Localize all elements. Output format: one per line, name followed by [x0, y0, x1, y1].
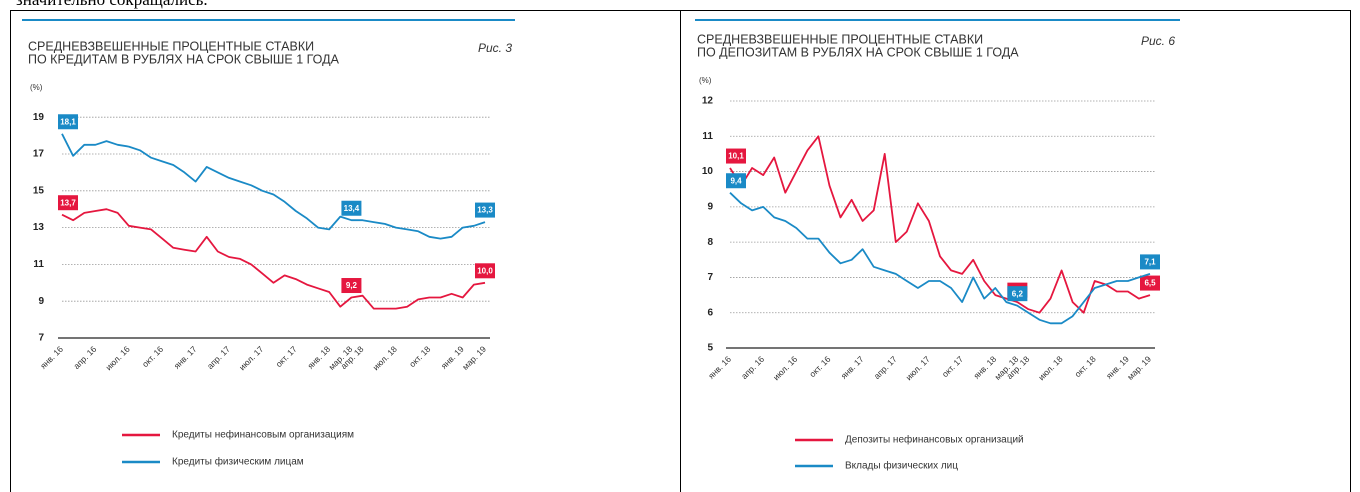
value-label: 7,1 — [1144, 258, 1156, 267]
y-tick-label: 7 — [707, 272, 713, 283]
value-label: 10,0 — [477, 266, 493, 275]
value-label-box — [475, 263, 495, 279]
value-label-box — [475, 202, 495, 218]
value-label: 9,4 — [730, 176, 742, 185]
value-label-box — [341, 200, 362, 216]
x-tick-label: окт. 18 — [407, 344, 432, 369]
value-label: 13,4 — [344, 204, 360, 213]
y-tick-label: 6 — [707, 307, 713, 318]
value-label: 18,1 — [60, 117, 76, 126]
legend-label: Вклады физических лиц — [845, 460, 958, 472]
x-tick-label: июл. 18 — [371, 344, 400, 373]
x-tick-label: янв. 16 — [38, 344, 65, 371]
x-tick-label: апр. 17 — [872, 354, 899, 381]
chart-title: СРЕДНЕВЗВЕШЕННЫЕ ПРОЦЕНТНЫЕ СТАВКИ — [697, 32, 983, 46]
value-label-box — [1007, 286, 1028, 302]
x-tick-label: апр. 16 — [739, 354, 766, 381]
x-tick-label: июл. 16 — [771, 354, 800, 383]
y-tick-label: 15 — [33, 185, 45, 196]
legend-label: Депозиты нефинансовых организаций — [845, 434, 1024, 446]
y-unit-label: (%) — [699, 76, 712, 85]
x-tick-label: июл. 16 — [103, 344, 132, 373]
y-tick-label: 17 — [33, 149, 45, 160]
series-line — [61, 208, 486, 310]
y-tick-label: 9 — [38, 296, 44, 307]
value-label-box — [726, 173, 746, 189]
x-tick-label: мар. 19 — [1125, 354, 1153, 382]
x-tick-label: окт. 16 — [807, 354, 832, 379]
legend-label: Кредиты нефинансовым организациям — [172, 429, 354, 441]
y-tick-label: 10 — [702, 166, 714, 177]
y-tick-label: 12 — [702, 96, 714, 107]
series-line — [729, 135, 1151, 314]
chart-title: СРЕДНЕВЗВЕШЕННЫЕ ПРОЦЕНТНЫЕ СТАВКИ — [28, 39, 314, 53]
y-tick-label: 8 — [707, 237, 713, 248]
x-tick-label: окт. 16 — [140, 344, 165, 369]
x-tick-label: апр. 17 — [205, 344, 232, 371]
value-label: 9,2 — [346, 281, 358, 290]
value-label: 6,5 — [1144, 279, 1156, 288]
series-line — [729, 192, 1151, 325]
value-label: 13,3 — [477, 206, 493, 215]
value-label: 10,1 — [728, 152, 744, 161]
x-tick-label: янв. 16 — [706, 354, 733, 381]
value-label-box — [726, 148, 746, 164]
legend-label: Кредиты физическим лицам — [172, 456, 304, 468]
x-tick-label: апр. 16 — [71, 344, 98, 371]
value-label-box — [1140, 275, 1160, 291]
y-unit-label: (%) — [30, 83, 43, 92]
value-label: 6,2 — [1012, 289, 1024, 298]
x-tick-label: окт. 17 — [940, 354, 965, 379]
x-tick-label: окт. 18 — [1073, 354, 1098, 379]
value-label-box — [1140, 254, 1160, 270]
x-tick-label: июл. 18 — [1036, 354, 1065, 383]
value-label-box — [58, 114, 78, 130]
x-tick-label: июл. 17 — [904, 354, 933, 383]
text-above: значительно сокращались. — [16, 0, 208, 9]
chart-title: ПО ДЕПОЗИТАМ В РУБЛЯХ НА СРОК СВЫШЕ 1 ГО… — [697, 45, 1019, 59]
x-tick-label: окт. 17 — [274, 344, 299, 369]
y-tick-label: 5 — [707, 343, 713, 354]
y-tick-label: 11 — [702, 131, 713, 142]
figure-label: Рис. 6 — [1141, 34, 1175, 48]
x-tick-label: июл. 17 — [237, 344, 266, 373]
y-tick-label: 7 — [38, 333, 44, 344]
x-tick-label: мар. 19 — [460, 344, 488, 372]
y-tick-label: 19 — [33, 112, 45, 123]
value-label-box — [58, 195, 78, 211]
chart-title: ПО КРЕДИТАМ В РУБЛЯХ НА СРОК СВЫШЕ 1 ГОД… — [28, 52, 340, 66]
figure-label: Рис. 3 — [478, 41, 512, 55]
series-line — [61, 133, 486, 240]
value-label-box — [341, 278, 362, 294]
x-tick-label: янв. 17 — [839, 354, 866, 381]
y-tick-label: 13 — [33, 222, 45, 233]
x-tick-label: янв. 17 — [172, 344, 199, 371]
y-tick-label: 9 — [707, 201, 713, 212]
value-label: 13,7 — [60, 198, 76, 207]
y-tick-label: 11 — [33, 259, 44, 270]
